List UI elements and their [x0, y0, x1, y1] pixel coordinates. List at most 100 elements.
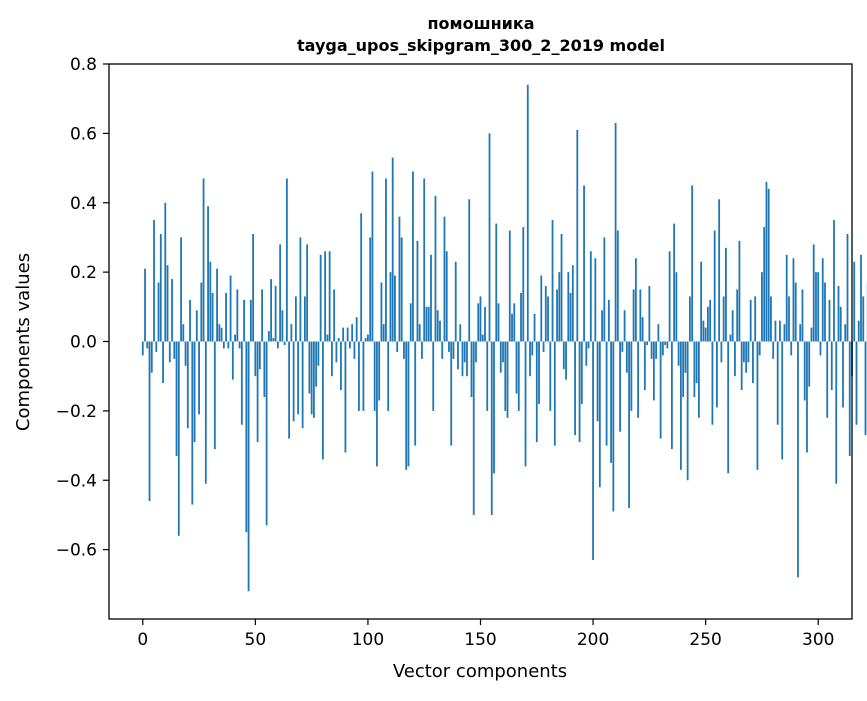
bar-235 [671, 342, 673, 450]
bar-70 [299, 237, 301, 341]
bar-193 [576, 130, 578, 342]
bar-160 [502, 342, 504, 363]
bar-38 [227, 342, 229, 349]
bar-262 [732, 310, 734, 341]
bar-202 [597, 342, 599, 422]
bar-69 [297, 342, 299, 415]
bar-268 [745, 342, 747, 373]
bar-147 [473, 342, 475, 515]
bar-26 [200, 283, 202, 342]
bar-254 [714, 231, 716, 342]
y-tick-label: 0.0 [70, 333, 97, 353]
bar-5 [153, 220, 155, 341]
bar-222 [642, 317, 644, 341]
x-tick-label: 0 [137, 630, 148, 650]
bar-135 [446, 251, 448, 341]
bar-234 [669, 251, 671, 341]
bar-207 [608, 300, 610, 342]
bar-201 [594, 258, 596, 341]
bar-196 [583, 185, 585, 341]
bar-143 [464, 342, 466, 363]
bar-242 [687, 342, 689, 481]
bar-172 [529, 342, 531, 377]
bar-211 [617, 231, 619, 342]
bar-24 [196, 310, 198, 341]
y-tick-label: −0.4 [56, 471, 97, 491]
bar-263 [734, 342, 736, 377]
bar-100 [367, 335, 369, 342]
bar-55 [266, 342, 268, 526]
bar-91 [347, 328, 349, 342]
bar-158 [498, 303, 500, 341]
y-tick-label: −0.2 [56, 402, 97, 422]
bar-238 [678, 342, 680, 366]
bar-298 [813, 244, 815, 341]
bar-41 [234, 335, 236, 342]
bar-159 [500, 342, 502, 373]
bar-0 [142, 342, 144, 356]
bar-267 [743, 342, 745, 363]
bar-35 [221, 328, 223, 342]
bar-261 [730, 335, 732, 342]
bar-123 [419, 324, 421, 341]
bar-153 [486, 342, 488, 411]
bar-278 [768, 189, 770, 342]
bar-175 [536, 342, 538, 443]
chart-title: помошника [427, 14, 534, 33]
bar-308 [835, 342, 837, 484]
bar-146 [471, 342, 473, 398]
x-tick-label: 200 [577, 630, 609, 650]
bar-16 [178, 342, 180, 536]
bar-218 [633, 289, 635, 341]
bar-29 [207, 206, 209, 341]
bar-180 [547, 296, 549, 341]
bar-132 [439, 321, 441, 342]
bar-167 [518, 342, 520, 411]
bar-30 [209, 262, 211, 342]
bar-58 [272, 338, 274, 341]
bar-225 [648, 286, 650, 342]
bar-302 [822, 258, 824, 341]
bar-46 [245, 342, 247, 533]
bar-125 [423, 178, 425, 341]
bar-256 [718, 199, 720, 341]
bar-113 [396, 342, 398, 352]
bar-313 [847, 234, 849, 342]
x-axis-label: Vector components [393, 661, 567, 682]
bar-209 [612, 342, 614, 512]
bar-154 [489, 133, 491, 341]
bar-170 [525, 342, 527, 467]
bar-189 [567, 272, 569, 341]
bar-174 [534, 314, 536, 342]
bar-232 [664, 342, 666, 345]
bar-306 [831, 342, 833, 391]
bar-219 [635, 258, 637, 341]
bar-309 [838, 286, 840, 342]
bar-216 [628, 342, 630, 509]
bar-4 [151, 342, 153, 373]
bar-61 [279, 244, 281, 341]
bar-314 [849, 342, 851, 456]
bar-85 [333, 289, 335, 341]
bar-215 [626, 342, 628, 373]
bar-121 [414, 342, 416, 446]
bar-8 [160, 234, 162, 342]
bar-92 [349, 342, 351, 349]
bar-303 [824, 283, 826, 342]
bar-104 [376, 342, 378, 467]
bar-76 [313, 342, 315, 418]
bar-72 [304, 296, 306, 341]
bar-37 [225, 293, 227, 342]
bar-49 [252, 234, 254, 342]
bar-213 [621, 342, 623, 352]
bar-54 [263, 342, 265, 398]
bar-88 [340, 342, 342, 391]
bar-257 [721, 342, 723, 363]
bar-245 [693, 342, 695, 398]
bar-108 [385, 178, 387, 341]
x-tick-label: 150 [464, 630, 496, 650]
bar-277 [766, 182, 768, 342]
y-axis-label: Components values [13, 253, 34, 431]
bar-217 [630, 342, 632, 411]
